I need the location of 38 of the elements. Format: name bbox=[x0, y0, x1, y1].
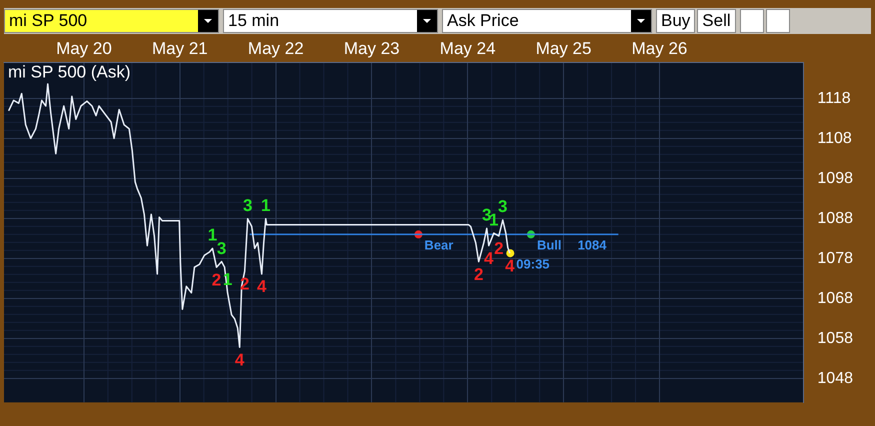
annotation: 3 bbox=[498, 197, 508, 216]
text: Ask Price bbox=[447, 11, 519, 31]
annotation: 2 bbox=[212, 270, 222, 290]
annotation: 1 bbox=[208, 226, 218, 245]
text: mi SP 500 bbox=[9, 11, 88, 31]
text: Sell bbox=[702, 11, 731, 31]
x-tick-label: May 20 bbox=[56, 38, 112, 58]
text: 15 min bbox=[228, 11, 280, 31]
x-tick-label: May 24 bbox=[440, 38, 496, 58]
annotation: Bull bbox=[536, 237, 562, 252]
annotation: 09:35 bbox=[516, 256, 550, 272]
annotation: 4 bbox=[257, 277, 268, 296]
y-tick-label: 1118 bbox=[817, 90, 851, 107]
annotation: 3 bbox=[242, 196, 252, 215]
x-tick-label: May 21 bbox=[152, 38, 208, 58]
annotation: 4 bbox=[505, 256, 516, 276]
y-tick-label: 1058 bbox=[817, 330, 854, 347]
x-tick-label: May 22 bbox=[248, 38, 304, 58]
y-tick-label: 1048 bbox=[817, 370, 854, 387]
y-tick-label: 1068 bbox=[817, 290, 854, 307]
y-tick-label: 1088 bbox=[817, 210, 854, 227]
annotation: 4 bbox=[484, 248, 494, 268]
annotation: 1084 bbox=[578, 237, 608, 252]
y-tick-label: 1108 bbox=[817, 130, 852, 147]
chart-title: mi SP 500 (Ask) bbox=[8, 62, 131, 82]
y-tick-label: 1098 bbox=[817, 170, 854, 187]
x-tick-label: May 23 bbox=[344, 38, 400, 58]
annotation: 2 bbox=[494, 239, 504, 258]
annotation: 1 bbox=[489, 210, 499, 230]
annotation: 3 bbox=[216, 238, 226, 258]
y-tick-label: 1078 bbox=[817, 250, 854, 267]
text: Buy bbox=[661, 11, 690, 31]
annotation: 2 bbox=[474, 264, 484, 284]
annotation: 1 bbox=[261, 196, 270, 215]
annotation: Bear bbox=[424, 237, 454, 252]
x-tick-label: May 26 bbox=[632, 38, 688, 58]
annotation: 4 bbox=[234, 350, 245, 370]
x-tick-label: May 25 bbox=[536, 38, 592, 58]
